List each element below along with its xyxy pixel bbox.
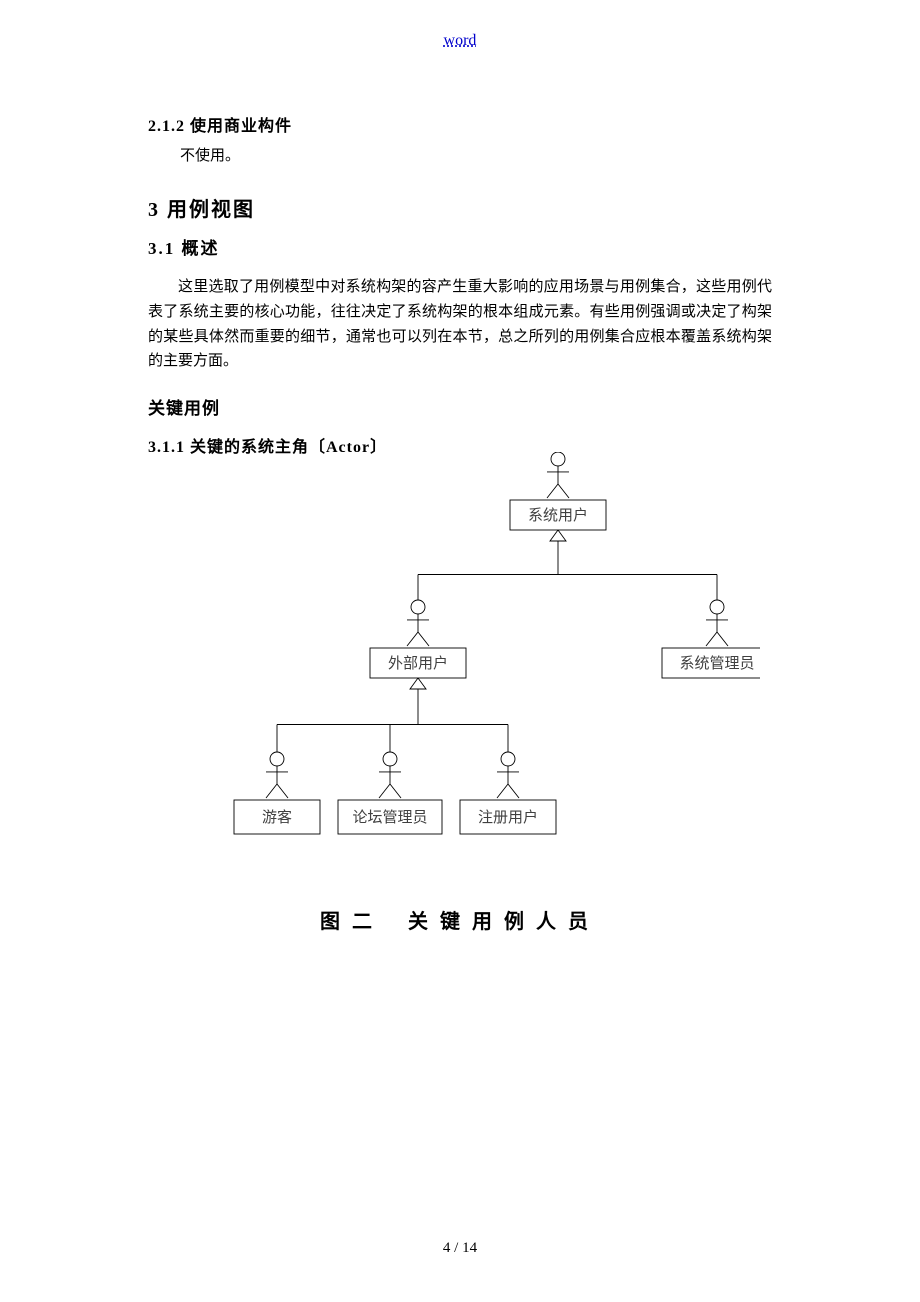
heading-3-1: 3.1 概述 bbox=[148, 234, 772, 259]
page-number: 4 / 14 bbox=[0, 1240, 920, 1257]
actor-node-forum_adm: 论坛管理员 bbox=[352, 809, 427, 826]
actor-node-reg_user: 注册用户 bbox=[478, 809, 538, 826]
actor-node-guest: 游客 bbox=[262, 809, 292, 826]
page-header-link[interactable]: word bbox=[0, 32, 920, 50]
figure-caption: 图二 关键用例人员 bbox=[0, 905, 920, 934]
actor-node-sys_user: 系统用户 bbox=[528, 507, 588, 524]
heading-key-usecase: 关键用例 bbox=[148, 394, 772, 419]
body-2-1-2: 不使用。 bbox=[180, 144, 772, 165]
actor-node-ext_user: 外部用户 bbox=[388, 655, 448, 672]
heading-2-1-2: 2.1.2 使用商业构件 bbox=[148, 112, 772, 136]
document-body: 2.1.2 使用商业构件 不使用。 3 用例视图 3.1 概述 这里选取了用例模… bbox=[148, 112, 772, 471]
caption-fig-title: 关键用例人员 bbox=[408, 911, 600, 933]
paragraph-overview: 这里选取了用例模型中对系统构架的容产生重大影响的应用场景与用例集合，这些用例代表… bbox=[148, 275, 772, 374]
actor-node-sys_admin: 系统管理员 bbox=[679, 655, 754, 672]
diagram-svg: 系统用户外部用户 系统管理员游客 论坛管理员 注册用户 bbox=[200, 452, 760, 882]
actor-hierarchy-diagram: 系统用户外部用户 系统管理员游客 论坛管理员 注册用户 bbox=[200, 452, 760, 882]
heading-3: 3 用例视图 bbox=[148, 193, 772, 222]
caption-fig-num: 图二 bbox=[320, 911, 384, 933]
